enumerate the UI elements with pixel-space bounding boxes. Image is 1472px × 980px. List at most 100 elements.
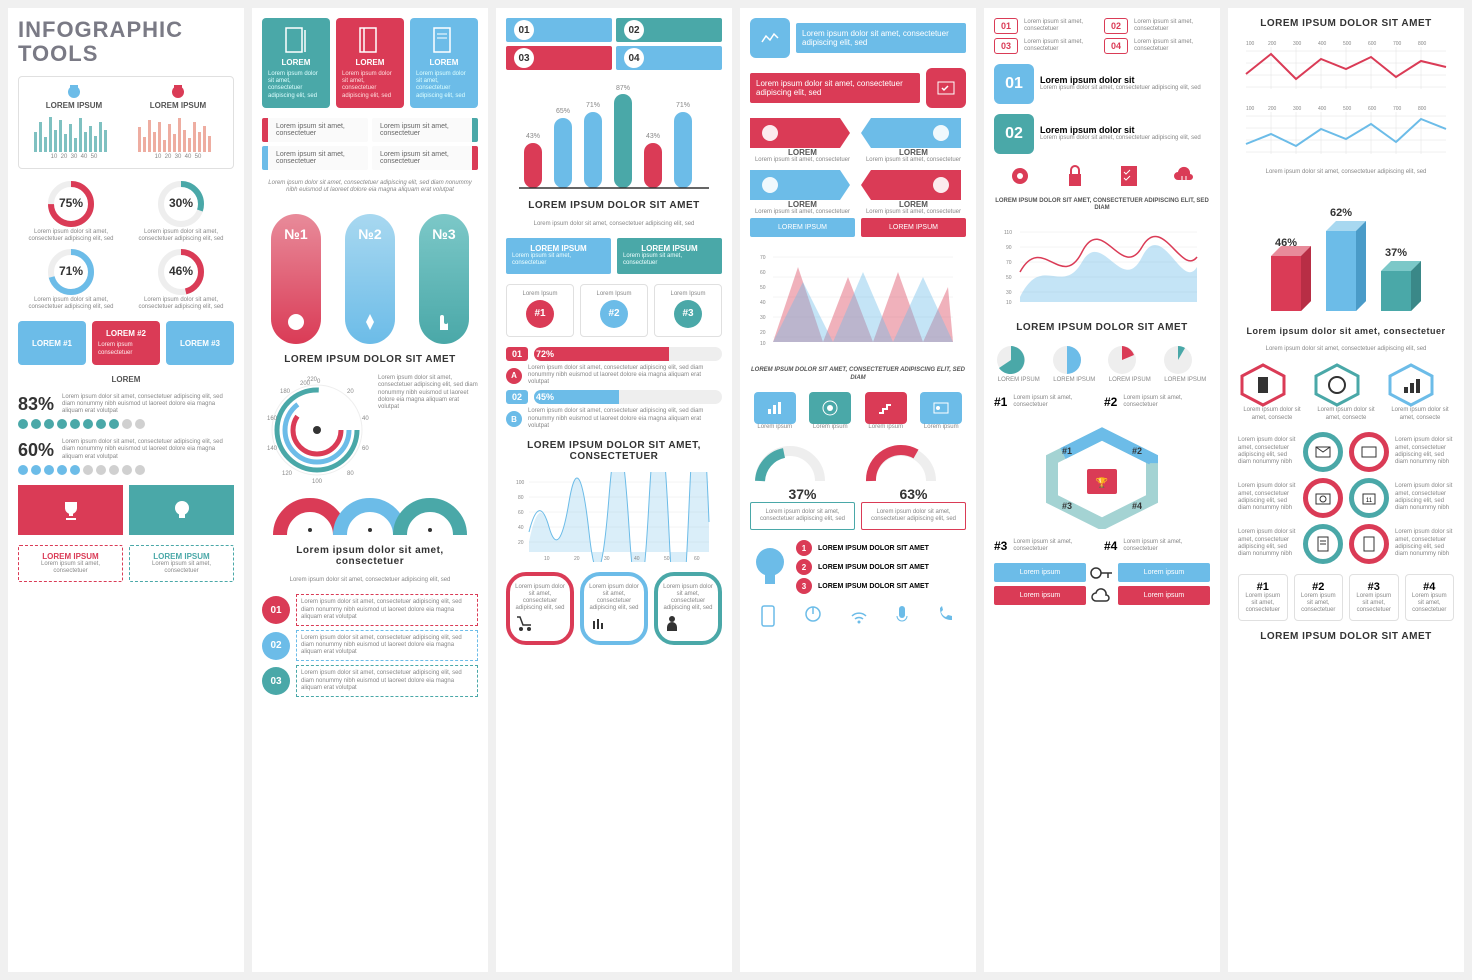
svg-text:20: 20 [574,556,580,562]
svg-text:50: 50 [1006,275,1012,281]
sparkline-pair: LOREM IPSUM 10 20 30 40 50 LOREM IPSUM 1… [18,76,234,168]
trophy-icon [59,498,83,522]
svg-text:70: 70 [1006,260,1012,266]
pies: LOREM IPSUM LOREM IPSUM LOREM IPSUM LORE… [994,343,1210,384]
wave-title: LOREM IPSUM DOLOR SIT AMET, CONSECTETUER [506,440,722,462]
sparkline-a [34,112,114,152]
svg-text:600: 600 [1368,106,1377,112]
two-labels: LOREM IPSUMLorem ipsum sit amet, consect… [506,238,722,273]
tab: LOREM #2Lorem ipsum consectetuer [92,321,160,364]
sparkline-b [138,112,218,152]
svg-text:30: 30 [1006,290,1012,296]
phone-icon [760,604,776,628]
gear-grid: LOREMLorem ipsum sit amet, consectetuer … [750,118,966,237]
key-icon [1090,564,1114,582]
svg-text:70: 70 [760,255,766,261]
svg-text:75%: 75% [59,196,83,210]
donut-item: 30% Lorem ipsum dolor sit amet, consecte… [128,179,234,243]
svg-text:100: 100 [312,479,323,485]
top4: 01Lorem ipsum sit amet, consectetuer 02L… [994,18,1210,54]
svg-text:#3: #3 [1062,501,1072,511]
arrows-icon [588,613,608,633]
svg-text:71%: 71% [59,264,83,278]
bars3d-title: Lorem ipsum dolor sit amet, consectetuer [1238,326,1454,336]
radial-chart: 020406080100120140160180200220 [262,375,372,485]
main-title: INFOGRAPHIC TOOLS [18,18,234,66]
callout: Lorem ipsum dolor sit amet, consectetuer… [750,68,966,108]
gauge [750,441,830,486]
book-icon [358,26,382,54]
svg-text:🏆: 🏆 [1096,476,1109,489]
svg-text:40: 40 [634,556,640,562]
wave-chart: 10080604020 102030405060 [506,472,722,562]
dashed-boxes: LOREM IPSUMLorem ipsum sit amet, consect… [18,545,234,582]
lock-icon [1065,164,1085,188]
svg-text:110: 110 [1004,230,1012,236]
hex-icon [1312,363,1362,407]
svg-text:50: 50 [664,556,670,562]
step: 01Lorem ipsum dolor sitLorem ipsum dolor… [994,64,1210,104]
svg-text:40: 40 [362,416,369,422]
wave2-chart: 1109070503010 [994,222,1210,312]
svg-text:200: 200 [1268,106,1277,112]
piggy-icon [64,83,84,99]
tabs-row: LOREM #1 LOREM #2Lorem ipsum consectetue… [18,321,234,364]
lorem-label: LOREM [18,375,234,384]
book-icon [284,26,308,54]
pct-bar: 83%Lorem ipsum dolor sit amet, consectet… [18,394,234,430]
camera-icon [1315,491,1331,505]
svg-text:11: 11 [1366,498,1373,504]
cylinders: №1 №2 №3 [262,204,478,344]
svg-text:200: 200 [1268,41,1277,47]
svg-text:20: 20 [760,330,766,336]
svg-text:300: 300 [1293,41,1302,47]
banner: Lorem ipsum sit amet, consectetuer [262,146,368,170]
pie-icon [286,312,306,332]
pies-title: LOREM IPSUM DOLOR SIT AMET [994,322,1210,333]
mail-icon [1361,446,1377,458]
top-nums: 01 02 03 04 [506,18,722,70]
bars-icon [766,401,784,415]
slots: Lorem ipsum Lorem ipsum Lorem ipsum Lore… [994,563,1210,605]
svg-text:30: 30 [604,556,610,562]
svg-text:#4: #4 [1132,501,1142,511]
spark-ticks-b: 10 20 30 40 50 [155,154,202,161]
svg-text:100: 100 [516,480,525,486]
book-icon [432,26,456,54]
svg-text:140: 140 [267,446,278,452]
svg-text:#1: #1 [1062,446,1072,456]
gauge [861,441,941,486]
svg-text:400: 400 [1318,106,1327,112]
svg-text:30%: 30% [169,196,193,210]
check-icon [936,80,956,96]
svg-text:60: 60 [694,556,700,562]
svg-text:46%: 46% [169,264,193,278]
chart-icon [760,30,780,46]
svg-text:60: 60 [362,446,369,452]
column-1: INFOGRAPHIC TOOLS LOREM IPSUM 10 20 30 4… [8,8,244,972]
mail-icon [1315,446,1331,458]
line-chart-blue: 100200300400500600700800 [1238,104,1454,159]
svg-text:43%: 43% [646,133,660,140]
gauges: 37%Lorem ipsum dolor sit amet, consectet… [750,441,966,530]
wave2-title: LOREM IPSUM DOLOR SIT AMET, CONSECTETUER… [994,198,1210,212]
arcs [262,495,478,535]
list-num: 02 [262,632,290,660]
gear-icon [1008,164,1032,188]
timeline: #1Lorem ipsum sit amet, consectetuer #2L… [1238,574,1454,622]
spark-label: LOREM IPSUM [46,101,102,110]
donut-item: 75% Lorem ipsum dolor sit amet, consecte… [18,179,124,243]
call-icon [936,604,956,624]
hex-icon [1386,363,1436,407]
svg-text:800: 800 [1418,41,1427,47]
svg-text:50: 50 [760,285,766,291]
gear-item: LOREMLorem ipsum sit amet, consectetuerL… [750,170,855,237]
person-icon [662,613,682,633]
svg-text:160: 160 [267,416,278,422]
svg-text:600: 600 [1368,41,1377,47]
gear-item: LOREMLorem ipsum sit amet, consectetuer [750,118,855,164]
donut-grid: 75% Lorem ipsum dolor sit amet, consecte… [18,179,234,312]
tab: LOREM #1 [18,321,86,364]
svg-text:62%: 62% [1330,207,1352,219]
svg-text:43%: 43% [526,133,540,140]
